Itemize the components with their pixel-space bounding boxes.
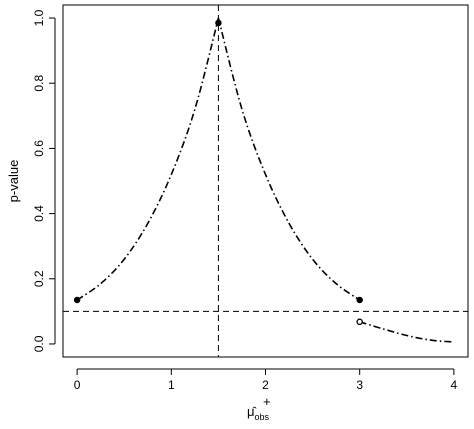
y-tick-label: 0.8 [32,75,46,92]
y-tick-label: 0.6 [32,140,46,157]
y-tick-label: 1.0 [32,9,46,26]
series-line-3 [359,321,454,343]
x-tick-label: 2 [262,378,269,392]
data-point-open [356,318,363,326]
y-axis: 0.0 0.2 0.4 0.6 0.8 1.0 [32,9,56,352]
y-axis-label: p-value [6,160,21,203]
series-line-1 [76,17,220,301]
x-axis: 0 1 2 3 4 [74,368,458,392]
y-tick-label: 0.2 [32,270,46,287]
reference-lines [63,5,468,357]
x-axis-label-main: μ̂ [247,404,257,419]
series-group [76,17,454,343]
x-axis-label-subscript: obs [254,412,269,422]
data-point-filled [73,296,81,304]
x-tick-label: 1 [168,378,175,392]
data-point-filled [215,19,222,27]
series-line-2 [217,17,361,301]
x-tick-label: 3 [356,378,363,392]
points-group [73,19,363,326]
plot-frame [62,4,469,358]
x-axis-label: μ̂obs [247,404,270,422]
x-tick-label: 4 [451,378,458,392]
y-tick-label: 0.4 [32,205,46,222]
data-point-filled [356,296,363,304]
y-tick-label: 0.0 [32,335,46,352]
x-axis-label-superscript: + [263,394,271,409]
x-tick-label: 0 [74,378,81,392]
